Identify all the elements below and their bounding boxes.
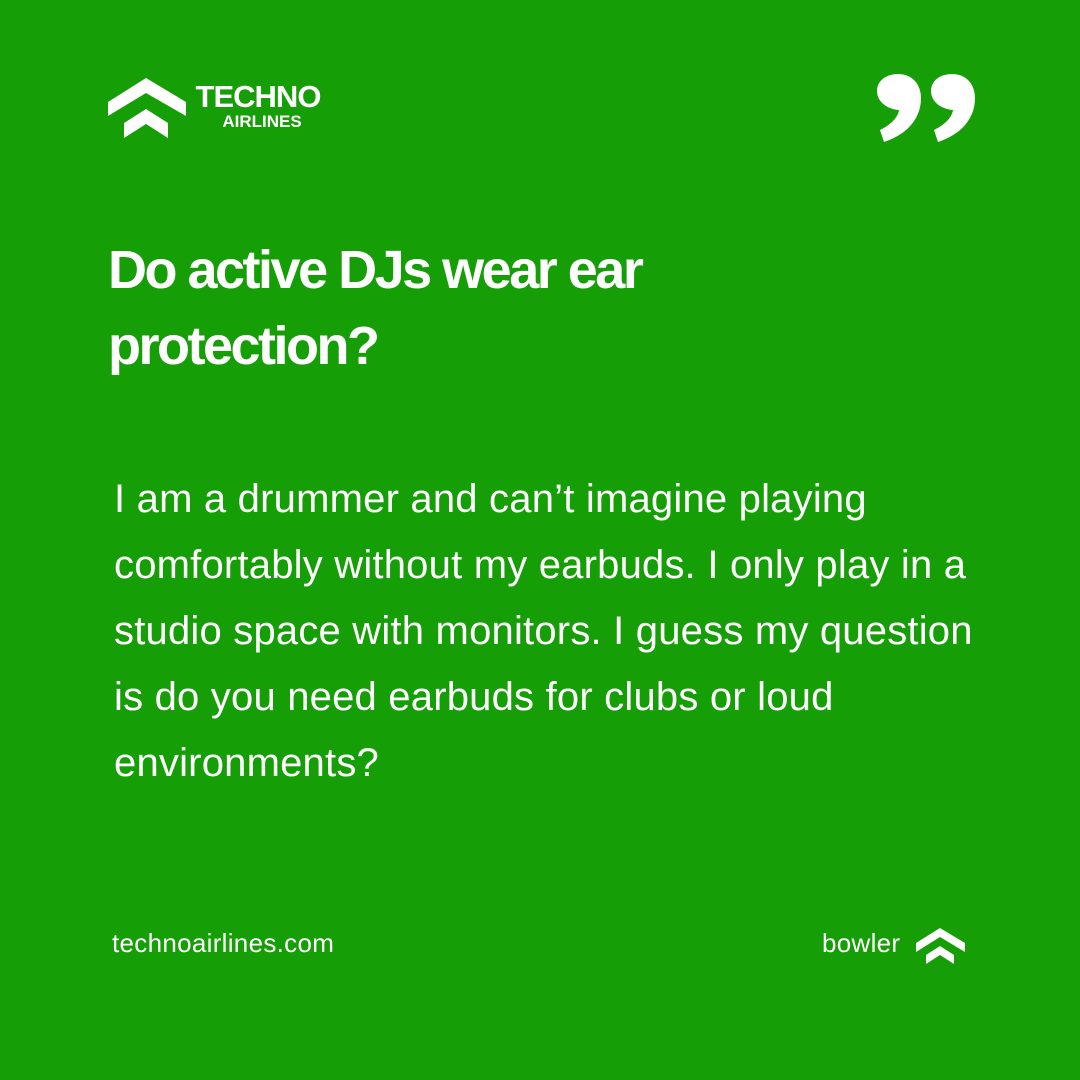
author-credit: bowler [822, 925, 972, 964]
question-body: I am a drummer and can’t imagine playing… [114, 477, 973, 785]
chevron-wing-icon [916, 928, 965, 964]
brand-wordmark: TECHNO AIRLINES [194, 79, 322, 132]
chevron-wing-icon [108, 78, 186, 138]
headline: Do active DJs wear ear protection? [108, 240, 644, 376]
brand-logo: TECHNO AIRLINES [108, 76, 328, 142]
quote-marks-icon [877, 74, 975, 142]
author-name: bowler [822, 928, 901, 958]
brand-name-line1: TECHNO [195, 79, 322, 114]
website-link[interactable]: technoairlines.com [112, 928, 335, 958]
brand-name-line2: AIRLINES [222, 112, 302, 131]
